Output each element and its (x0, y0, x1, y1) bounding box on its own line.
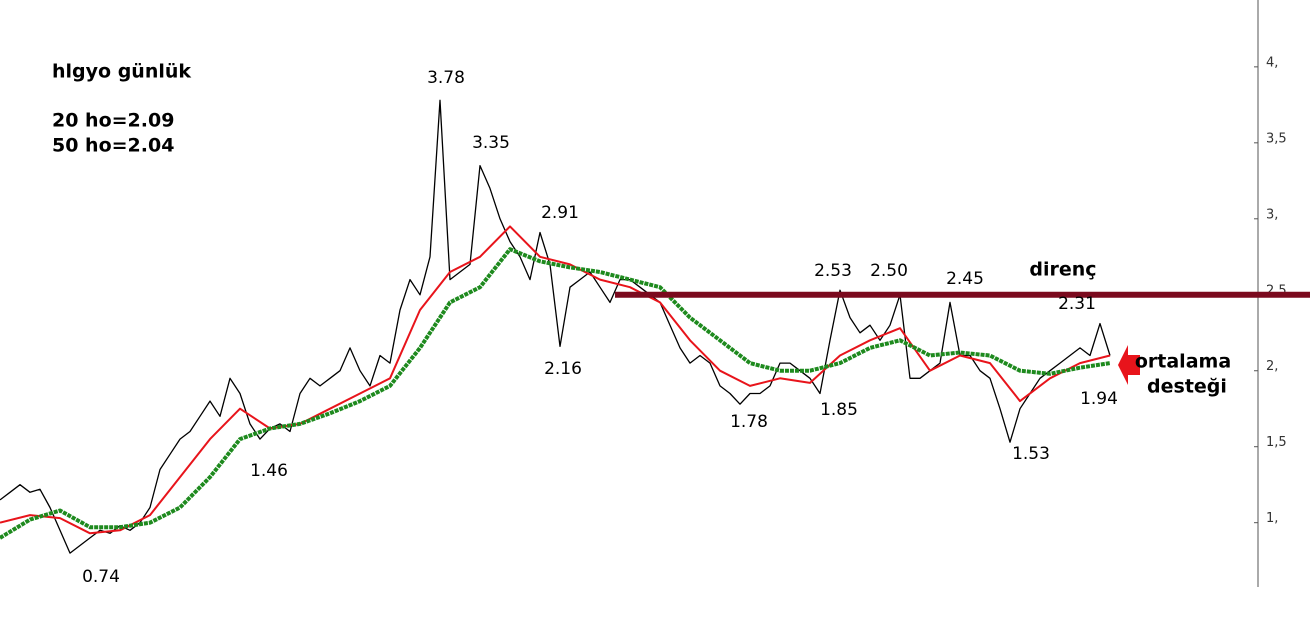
price-annotation: 2.91 (541, 203, 579, 223)
price-annotation: 2.50 (870, 261, 908, 281)
price-annotation: 1.85 (820, 400, 858, 420)
series-line (0, 99, 1111, 554)
price-annotation: 1.46 (250, 461, 288, 481)
support-label: ortalama (1135, 351, 1231, 373)
y-tick-label: 1,5 (1266, 435, 1287, 450)
support-arrow (1118, 345, 1140, 385)
price-annotation: 3.35 (472, 133, 510, 153)
y-tick-label: 1, (1266, 511, 1278, 526)
y-tick-label: 2, (1266, 359, 1278, 374)
average-label: 50 ho=2.04 (52, 135, 174, 157)
price-annotation: 2.45 (946, 269, 984, 289)
price-annotation: 1.94 (1080, 389, 1118, 409)
price-annotation: 2.53 (814, 261, 852, 281)
series-line (0, 247, 1111, 540)
price-annotation: 2.16 (544, 359, 582, 379)
y-tick-label: 3, (1266, 207, 1278, 222)
average-label: 20 ho=2.09 (52, 110, 174, 132)
price-annotation: 3.78 (427, 68, 465, 88)
price-annotation: 1.78 (730, 412, 768, 432)
price-annotation: 1.53 (1012, 444, 1050, 464)
series-line (0, 225, 1111, 535)
support-label: desteği (1147, 376, 1227, 398)
price-annotation: 2.31 (1058, 294, 1096, 314)
y-tick-label: 3,5 (1266, 131, 1287, 146)
y-tick-label: 4, (1266, 55, 1278, 70)
resistance-label: direnç (1029, 259, 1096, 281)
price-annotation: 0.74 (82, 567, 120, 587)
chart-title: hlgyo günlük (52, 61, 191, 83)
